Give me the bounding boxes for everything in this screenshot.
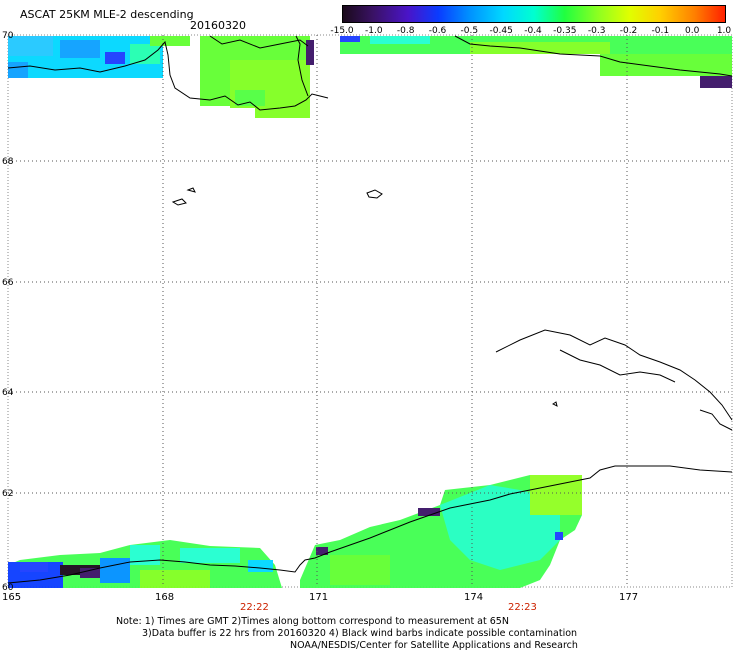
grid-lines: [8, 35, 732, 587]
time-labels: 22:22 22:23: [240, 602, 537, 613]
y-tick-66: 66: [2, 278, 14, 288]
x-tick-168: 168: [155, 592, 174, 603]
time-label-1: 22:22: [240, 602, 269, 613]
colorbar-label: -0.1: [651, 26, 670, 36]
x-tick-177: 177: [619, 592, 638, 603]
x-axis-labels: 165 168 171 174 177: [2, 592, 638, 603]
colorbar-label: -0.45: [489, 26, 513, 36]
colorbar: [342, 5, 726, 23]
swath-bottom-right: [300, 475, 582, 588]
swath-top-right: [340, 36, 732, 88]
swath-top-left: [8, 36, 314, 118]
y-tick-68: 68: [2, 157, 14, 167]
colorbar-label: -0.4: [524, 26, 542, 36]
y-tick-64: 64: [2, 388, 14, 398]
colorbar-label: -1.0: [365, 26, 383, 36]
colorbar-labels: -15.0 -1.0 -0.8 -0.6 -0.5 -0.45 -0.4 -0.35 -0.3 -…: [330, 26, 734, 38]
map-date: 20160320: [190, 19, 246, 32]
colorbar-label: 1.0: [716, 26, 732, 36]
y-tick-60: 60: [2, 583, 14, 593]
y-axis-labels: 70 68 66 64 62 60: [2, 31, 14, 593]
colorbar-label: 0.0: [684, 26, 700, 36]
note-line-3: NOAA/NESDIS/Center for Satellite Applica…: [290, 640, 578, 651]
y-tick-62: 62: [2, 489, 13, 499]
colorbar-label: -15.0: [330, 26, 354, 36]
colorbar-label: -0.2: [619, 26, 638, 36]
x-tick-165: 165: [2, 592, 21, 603]
time-label-2: 22:23: [508, 602, 537, 613]
map-frame: [7, 34, 733, 588]
y-tick-70: 70: [2, 31, 14, 41]
map-title: ASCAT 25KM MLE-2 descending: [20, 8, 194, 21]
note-line-2: 3)Data buffer is 22 hrs from 20160320 4)…: [142, 628, 578, 639]
x-tick-174: 174: [464, 592, 483, 603]
swath-bottom-left: [8, 540, 282, 588]
note-line-1: Note: 1) Times are GMT 2)Times along bot…: [116, 616, 509, 627]
colorbar-label: -0.8: [396, 26, 415, 36]
colorbar-label: -0.6: [428, 26, 447, 36]
colorbar-label: -0.5: [460, 26, 479, 36]
colorbar-label: -0.35: [553, 26, 577, 36]
x-tick-171: 171: [309, 592, 328, 603]
colorbar-label: -0.3: [587, 26, 606, 36]
coastlines: [7, 35, 733, 584]
